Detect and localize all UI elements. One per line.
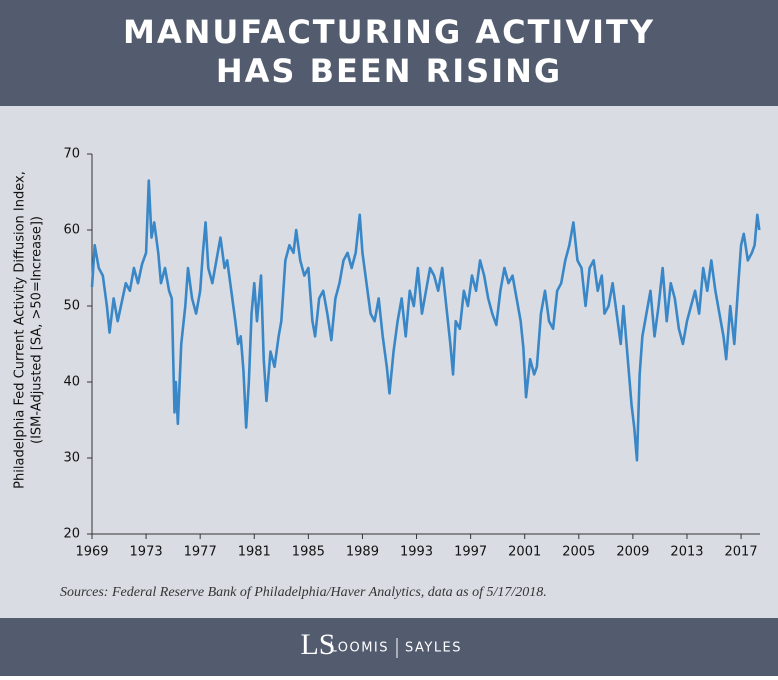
chart-title: MANUFACTURING ACTIVITY — [123, 13, 655, 51]
x-tick-label: 1989 — [346, 545, 379, 560]
x-tick-label: 2009 — [616, 545, 649, 560]
y-tick-label: 60 — [63, 223, 80, 238]
chart-background — [0, 106, 778, 618]
x-tick-label: 2017 — [725, 545, 758, 560]
x-tick-label: 1993 — [400, 545, 433, 560]
y-tick-label: 40 — [63, 375, 80, 390]
y-tick-label: 20 — [63, 527, 80, 542]
data-line — [90, 179, 761, 462]
chart-title: HAS BEEN RISING — [216, 52, 562, 90]
x-tick-label: 1985 — [292, 545, 325, 560]
footer-band — [0, 618, 778, 676]
x-tick-label: 1981 — [238, 545, 271, 560]
x-tick-label: 1997 — [454, 545, 487, 560]
source-note: Sources: Federal Reserve Bank of Philade… — [60, 585, 547, 600]
x-tick-label: 2001 — [508, 545, 541, 560]
brand-name: LOOMIS — [329, 641, 389, 656]
y-tick-label: 30 — [63, 451, 80, 466]
y-axis-label: Philadelphia Fed Current Activity Diffus… — [13, 171, 28, 489]
y-tick-label: 50 — [63, 299, 80, 314]
x-tick-label: 2013 — [670, 545, 703, 560]
logo-mark: LS — [300, 628, 335, 661]
x-tick-label: 1969 — [75, 545, 108, 560]
y-tick-label: 70 — [63, 147, 80, 162]
x-tick-label: 2005 — [562, 545, 595, 560]
x-tick-label: 1973 — [130, 545, 163, 560]
x-tick-label: 1977 — [184, 545, 217, 560]
brand-name: SAYLES — [405, 641, 462, 656]
header-band — [0, 0, 778, 106]
y-axis-label: (ISM-Adjusted [SA, >50=Increase]) — [30, 216, 45, 444]
